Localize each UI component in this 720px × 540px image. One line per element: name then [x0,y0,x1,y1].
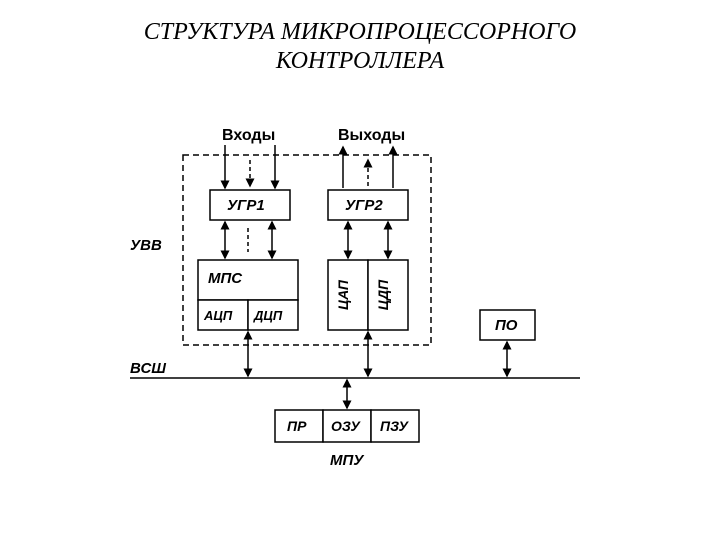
dcp-label: ДЦП [253,308,283,323]
pr-label: ПР [287,418,307,434]
ugr2-label: УГР2 [345,197,383,214]
vsh-label: ВСШ [130,360,166,377]
ugr1-label: УГР1 [227,197,265,214]
mps-label: МПС [208,270,243,287]
mpu-label: МПУ [330,452,365,469]
ozu-label: ОЗУ [331,418,361,434]
po-label: ПО [495,317,518,334]
pzu-label: ПЗУ [380,418,410,434]
uvv-label: УВВ [130,237,162,254]
outputs-label: Выходы [338,127,405,144]
cdp-label: ЦДП [375,279,391,310]
acp-label: АЦП [203,308,233,323]
cap-label: ЦАП [335,279,351,310]
inputs-label: Входы [222,127,275,144]
diagram-svg: Входы Выходы УГР1 УГР2 МПС АЦП ДЦП ЦАП Ц… [0,0,720,540]
